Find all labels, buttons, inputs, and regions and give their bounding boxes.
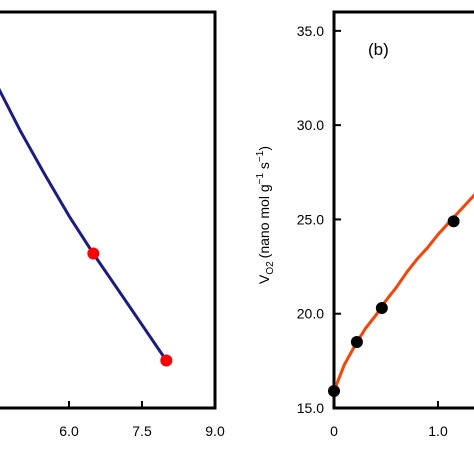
- y-tick-label: 20.0: [297, 306, 324, 322]
- y-tick-label: 30.0: [297, 117, 324, 133]
- x-tick-label: 6.0: [59, 423, 79, 439]
- panel-b-x-axis: 0 1.0: [330, 401, 448, 439]
- panel-b-series: [328, 193, 474, 398]
- x-tick-label: 9.0: [205, 423, 225, 439]
- panel-b-label: (b): [368, 40, 389, 59]
- data-point: [350, 336, 363, 348]
- panel-a-series: [0, 87, 173, 367]
- y-title-v: V: [256, 274, 272, 284]
- series-line: [0, 87, 168, 362]
- panel-b-y-axis: 15.0 20.0 25.0 30.0 35.0: [297, 23, 341, 416]
- y-title-sup2: −1: [255, 150, 266, 162]
- y-title-sub: O2: [265, 261, 276, 275]
- y-tick-label: 15.0: [297, 400, 324, 416]
- data-point: [447, 215, 460, 228]
- y-title-units: (nano mol g: [256, 184, 272, 258]
- data-point: [328, 385, 340, 398]
- x-tick-label: 7.5: [132, 423, 152, 439]
- x-tick-label: 1.0: [428, 423, 448, 439]
- y-tick-label: 35.0: [297, 23, 324, 39]
- x-tick-label: 0: [330, 423, 338, 439]
- panel-a-x-axis: 6.0 7.5 9.0: [59, 401, 225, 439]
- panel-b: (b) 15.020.025.030.035.0 0 1.0 VO2(nano m…: [255, 10, 474, 439]
- data-point: [160, 354, 173, 367]
- data-point: [375, 302, 388, 315]
- panel-a: 6.0 7.5 9.0: [0, 10, 225, 439]
- y-title-mid: s: [256, 162, 272, 173]
- panel-b-y-axis-title: VO2(nano mol g−1 s−1): [255, 146, 276, 284]
- data-point: [87, 247, 100, 260]
- panel-a-frame: [0, 10, 217, 410]
- y-title-end: ): [256, 146, 272, 151]
- panel-b-frame: [332, 10, 474, 410]
- y-tick-label: 25.0: [297, 211, 324, 227]
- y-title-sup1: −1: [255, 173, 266, 185]
